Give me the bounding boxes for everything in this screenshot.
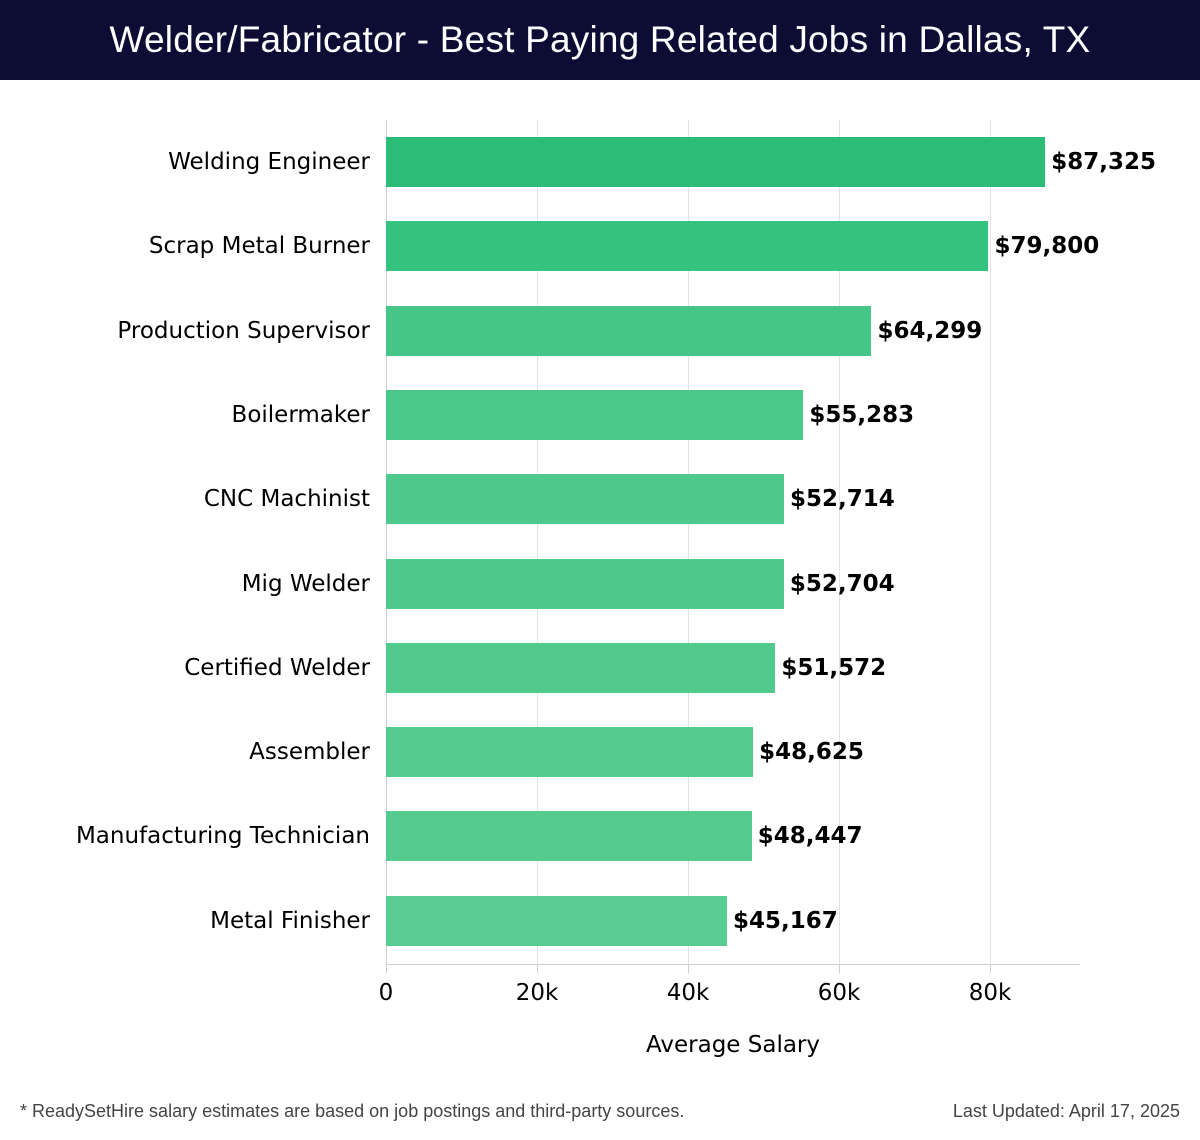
category-label: Assembler: [249, 739, 370, 766]
bar-value-label: $48,447: [757, 823, 863, 850]
bar-value-label: $79,800: [994, 233, 1100, 260]
x-axis-label: Average Salary: [645, 1032, 821, 1058]
chart-header: Welder/Fabricator - Best Paying Related …: [0, 0, 1200, 80]
bar[interactable]: [386, 389, 804, 440]
x-axis-line: [386, 964, 1080, 965]
bar-value-label: $45,167: [733, 907, 838, 934]
x-tick-label: 0: [378, 980, 394, 1006]
y-axis-line: [386, 120, 387, 973]
x-tick-label: 20k: [515, 980, 559, 1006]
category-label: Manufacturing Technician: [75, 823, 370, 850]
gridline: [990, 120, 991, 965]
x-tick: [990, 965, 991, 973]
category-label: Welding Engineer: [168, 149, 370, 175]
category-label: Certified Welder: [184, 654, 370, 681]
category-label: Boilermaker: [231, 401, 370, 428]
gridline: [537, 120, 538, 965]
bar[interactable]: [386, 558, 784, 609]
bar-value-label: $52,704: [789, 570, 895, 597]
gridline: [688, 120, 689, 965]
x-tick-label: 40k: [666, 980, 710, 1006]
x-tick-label: 60k: [817, 980, 861, 1006]
bar[interactable]: [386, 811, 752, 862]
bar-value-label: $51,572: [781, 654, 887, 681]
bar-value-label: $52,714: [789, 486, 895, 513]
bar[interactable]: [386, 221, 989, 272]
x-tick: [688, 965, 689, 973]
bar[interactable]: [386, 137, 1046, 187]
chart-title: Welder/Fabricator - Best Paying Related …: [109, 19, 1091, 60]
bar[interactable]: [386, 305, 872, 356]
category-label: Mig Welder: [241, 570, 370, 597]
footnote: * ReadySetHire salary estimates are base…: [20, 1101, 685, 1121]
bar[interactable]: [386, 895, 727, 946]
bar[interactable]: [386, 474, 784, 525]
last-updated: Last Updated: April 17, 2025: [952, 1101, 1180, 1121]
bar-value-label: $48,625: [759, 739, 864, 766]
plot-area: $87,325 $79,800 $64,299 $55,283 $52,714 $52,7…: [386, 120, 1156, 973]
gridline: [839, 120, 840, 965]
category-label: Production Supervisor: [117, 317, 370, 344]
x-tick: [537, 965, 538, 973]
bar-value-label: $55,283: [809, 401, 915, 428]
category-label: Metal Finisher: [210, 907, 370, 934]
bar[interactable]: [386, 642, 776, 693]
x-tick: [839, 965, 840, 973]
bar-value-label: $87,325: [1051, 149, 1157, 175]
category-label: Scrap Metal Burner: [148, 233, 370, 260]
bar-value-label: $64,299: [877, 317, 983, 344]
bar[interactable]: [386, 727, 754, 778]
category-label: CNC Machinist: [203, 486, 370, 513]
x-tick: [386, 965, 387, 973]
x-tick-label: 80k: [968, 980, 1012, 1006]
